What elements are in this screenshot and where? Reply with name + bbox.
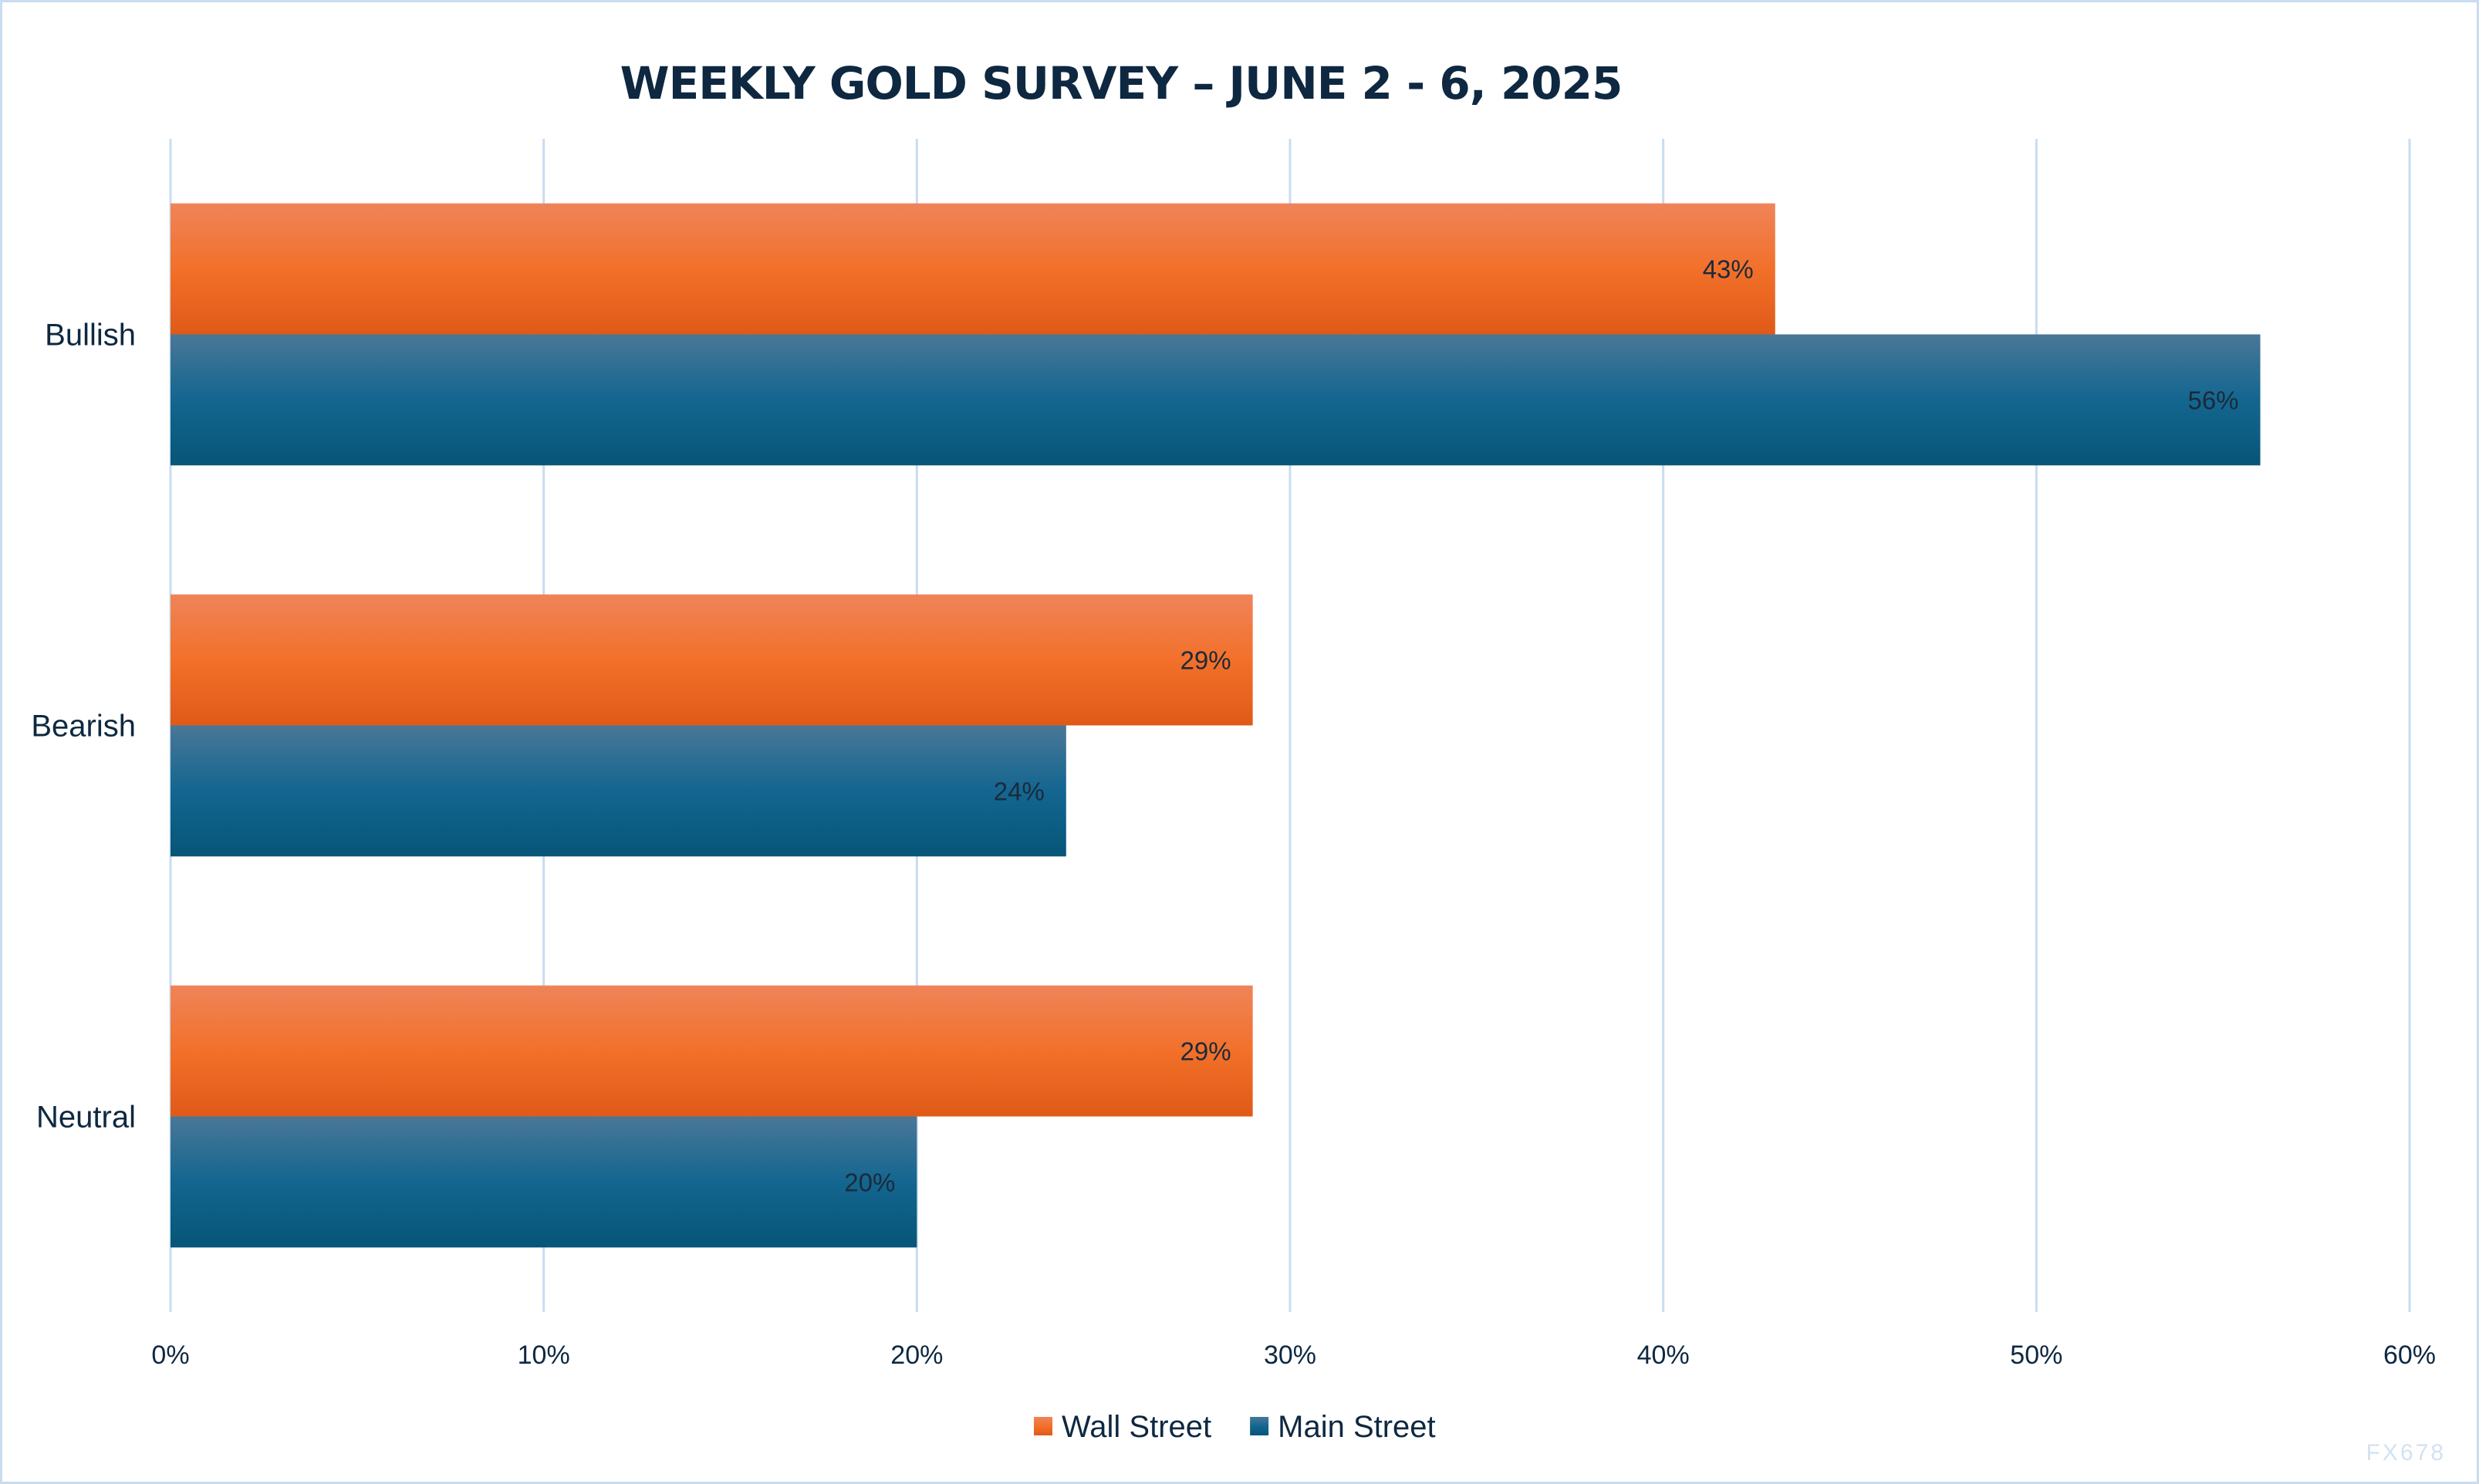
watermark: FX678 [2366,1440,2446,1465]
x-tick-label: 30% [1264,1341,1316,1370]
data-label: 24% [994,777,1045,805]
legend-swatch [1250,1417,1269,1435]
category-label: Bearish [31,710,136,744]
data-label: 56% [2187,386,2238,414]
category-label: Bullish [45,319,136,352]
bar-main-street [171,1116,917,1248]
legend-label: Wall Street [1062,1410,1211,1444]
data-label: 20% [844,1168,895,1196]
x-tick-label: 20% [890,1341,943,1370]
legend-label: Main Street [1278,1410,1436,1444]
bar-wall-street [171,594,1253,726]
data-label: 29% [1180,1037,1231,1066]
x-tick-label: 40% [1637,1341,1690,1370]
bar-wall-street [171,203,1775,335]
chart-title: WEEKLY GOLD SURVEY – JUNE 2 - 6, 2025 [620,57,1623,110]
bar-main-street [171,725,1066,857]
bar-wall-street [171,985,1253,1117]
x-tick-label: 50% [2010,1341,2062,1370]
legend-swatch [1034,1417,1052,1435]
x-tick-label: 60% [2383,1341,2436,1370]
bar-main-street [171,334,2261,466]
x-tick-label: 0% [151,1341,189,1370]
data-label: 29% [1180,646,1231,675]
data-label: 43% [1703,255,1754,284]
category-label: Neutral [36,1101,136,1135]
x-tick-label: 10% [518,1341,570,1370]
